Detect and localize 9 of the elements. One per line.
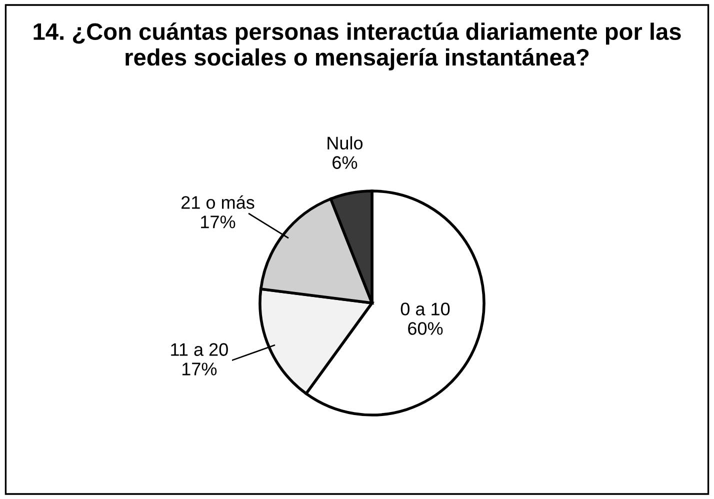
data-label: 60% xyxy=(408,322,443,335)
chart-title: 14. ¿Con cuántas personas interactúa diariamente por las redes sociales o mensajería instantánea? xyxy=(34,22,681,70)
slice-label: 21 o más xyxy=(182,195,254,209)
data-label: 6% xyxy=(332,156,358,169)
slice-label: Nulo xyxy=(328,136,363,150)
slice-label: 0 a 10 xyxy=(400,302,450,316)
data-label: 17% xyxy=(182,362,217,376)
data-label: 17% xyxy=(201,216,236,228)
slice-label: 11 a 20 xyxy=(171,343,228,356)
